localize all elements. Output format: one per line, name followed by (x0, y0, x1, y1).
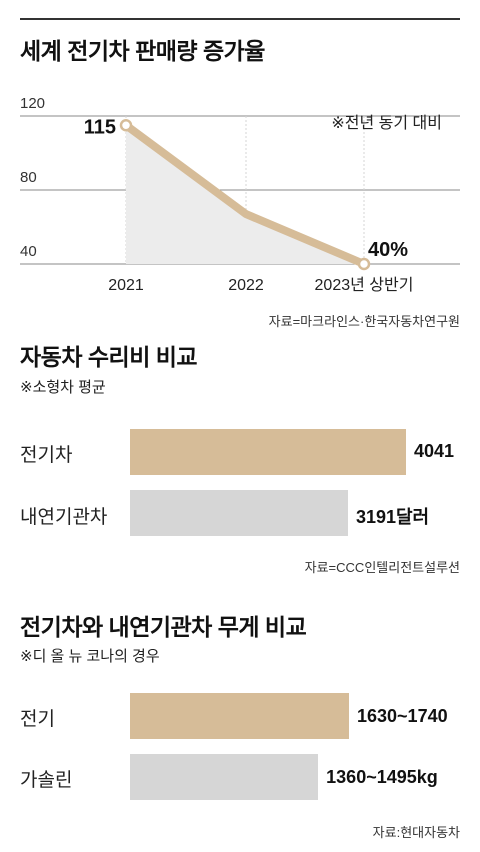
chart3-source: 자료:현대자동차 (372, 825, 460, 840)
x-tick-label: 2023년 상반기 (315, 276, 414, 294)
y-tick-label: 40 (20, 243, 37, 260)
bar-value-ev-weight: 1630~1740 (357, 706, 448, 726)
data-point (357, 257, 371, 271)
chart2-source: 자료=CCC인텔리전트설루션 (304, 560, 460, 575)
bar-label-ev-weight: 전기 (20, 709, 55, 730)
bar-ice-cost (130, 490, 348, 536)
line-chart: 120 80 40 2021 2022 2023년 상반기 115 40% ※전년 동기 대… (20, 95, 460, 294)
x-tick-label: 2021 (108, 277, 144, 294)
chart2-title: 자동차 수리비 비교 (20, 344, 198, 370)
chart1-note: ※전년 동기 대비 (331, 114, 442, 132)
bar-label-ev-cost: 전기차 (20, 445, 73, 466)
y-tick-label: 80 (20, 169, 37, 186)
bar-value-gas-weight: 1360~1495kg (326, 767, 438, 787)
data-label: 115 (84, 116, 116, 138)
y-tick-label: 120 (20, 95, 45, 112)
chart2-note: ※소형차 평균 (20, 379, 106, 396)
data-point (119, 119, 133, 132)
bar-ev-weight (130, 693, 349, 739)
chart1-title: 세계 전기차 판매량 증가율 (20, 38, 265, 64)
chart3-note: ※디 올 뉴 코나의 경우 (20, 648, 160, 665)
chart1-source: 자료=마크라인스·한국자동차연구원 (268, 314, 460, 329)
bar-value-ev-cost: 4041 (414, 441, 455, 461)
bar-ev-cost (130, 429, 406, 475)
bar-gas-weight (130, 754, 319, 800)
series-line (122, 121, 368, 268)
chart3-title: 전기차와 내연기관차 무게 비교 (20, 614, 307, 640)
bar-label-gas-weight: 가솔린 (20, 770, 73, 791)
bar-value-ice-cost: 3191달러 (355, 507, 430, 527)
data-label: 40% (368, 239, 408, 261)
top-rule (20, 18, 460, 20)
area-fill (126, 125, 364, 264)
x-tick-label: 2022 (228, 277, 264, 294)
bar-label-ice-cost: 내연기관차 (20, 507, 108, 528)
